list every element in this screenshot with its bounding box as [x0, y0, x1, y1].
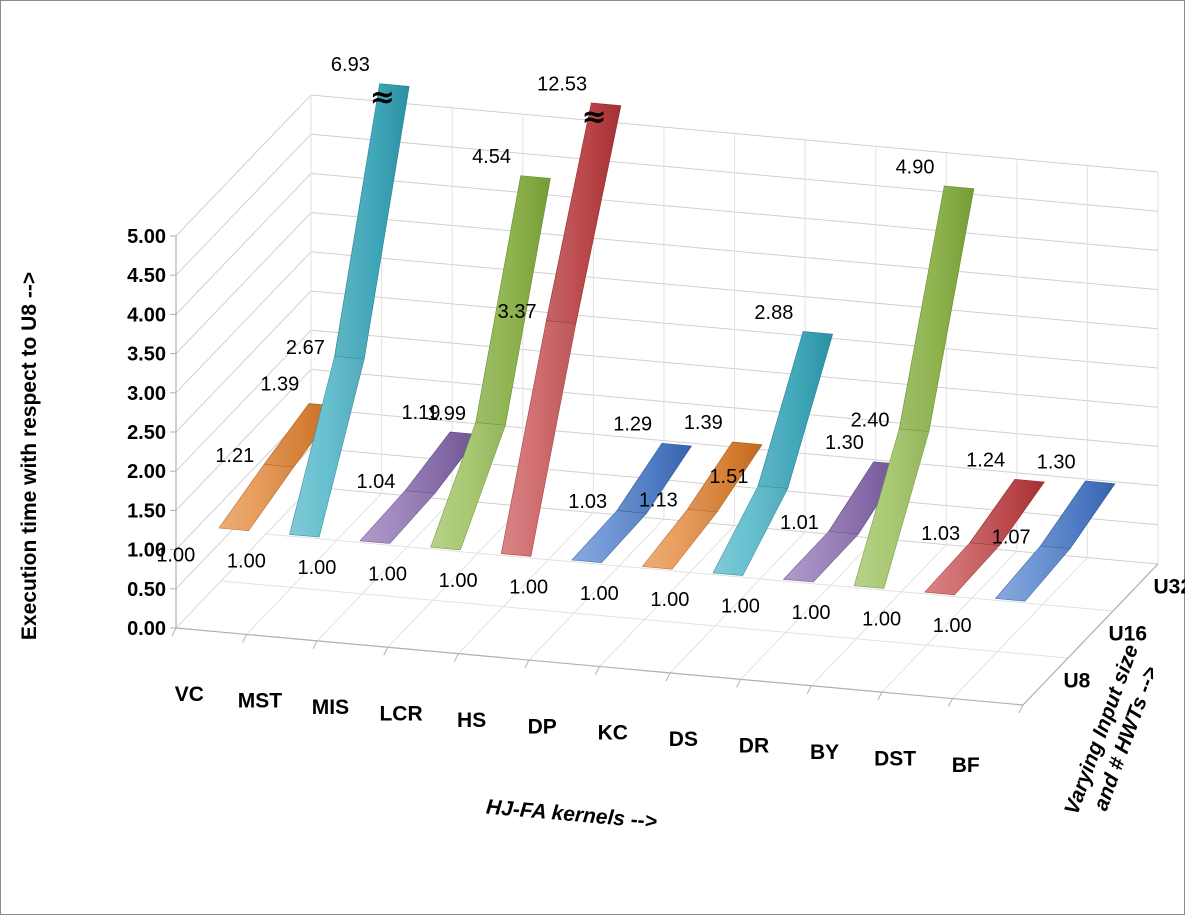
data-label: 1.51: [709, 466, 748, 488]
x-axis-title: HJ-FA kernels -->: [485, 796, 658, 834]
y-tick-label: 4.00: [127, 304, 166, 326]
data-label: 1.39: [260, 374, 299, 396]
data-label: 1.29: [613, 414, 652, 436]
bar-segment-shade: [899, 186, 974, 432]
y-tick-label: 2.50: [127, 422, 166, 444]
gridline: [600, 134, 735, 667]
y-tick-label: 0.00: [127, 618, 166, 640]
bar-segment-shade: [995, 546, 1070, 601]
x-tick-mark: [1019, 705, 1023, 713]
gridline: [176, 95, 1158, 236]
bar-segment-shade: [335, 84, 410, 359]
data-label: 1.30: [1037, 451, 1076, 473]
data-label: 2.67: [286, 337, 325, 359]
y-tick-label: 0.50: [127, 579, 166, 601]
data-label: 1.00: [509, 576, 548, 598]
x-category-label: BY: [810, 741, 839, 764]
x-tick-mark: [666, 673, 670, 681]
data-label: 1.00: [792, 602, 831, 624]
gridline: [176, 252, 1158, 393]
x-category-label: HS: [457, 709, 486, 732]
data-label: 2.40: [851, 409, 890, 431]
data-label: 1.00: [721, 596, 760, 618]
gridline: [176, 213, 1158, 354]
data-label: 6.93: [331, 54, 370, 76]
data-label: 1.21: [215, 445, 254, 467]
data-label: 1.00: [368, 564, 407, 586]
data-label: 1.03: [568, 491, 607, 513]
data-label: 1.99: [427, 403, 466, 425]
x-category-label: LCR: [379, 702, 422, 725]
data-label: 1.00: [862, 608, 901, 630]
x-category-label: DP: [528, 715, 557, 738]
bar-MST: [290, 84, 410, 537]
data-label: 2.88: [754, 302, 793, 324]
data-label: 1.00: [439, 570, 478, 592]
gridline: [176, 173, 1158, 314]
data-label: 1.04: [356, 471, 395, 493]
bar-segment-shade: [219, 465, 294, 531]
x-tick-mark: [596, 667, 600, 675]
data-label: 3.37: [498, 301, 537, 323]
bar-segment-shade: [925, 543, 1000, 595]
bar-segment-shade: [546, 103, 621, 324]
x-tick-mark: [737, 679, 741, 687]
x-category-label: DST: [874, 747, 916, 770]
x-category-label: MST: [238, 690, 283, 713]
data-label: 1.03: [921, 523, 960, 545]
data-label: 1.01: [780, 512, 819, 534]
y-tick-label: 1.50: [127, 500, 166, 522]
x-tick-mark: [313, 641, 317, 649]
x-category-label: KC: [598, 722, 628, 745]
axis-break-symbol: ≈: [370, 80, 395, 115]
depth-category-label: U32: [1154, 576, 1185, 599]
data-label: 4.90: [896, 156, 935, 178]
x-tick-mark: [948, 699, 952, 707]
axis-break-symbol: ≈: [582, 99, 607, 134]
data-label: 1.00: [650, 589, 689, 611]
data-label: 1.00: [933, 615, 972, 637]
x-tick-mark: [454, 654, 458, 662]
y-tick-label: 5.00: [127, 226, 166, 248]
x-category-label: MIS: [312, 696, 349, 719]
y-tick-label: 3.00: [127, 383, 166, 405]
y-tick-label: 2.00: [127, 461, 166, 483]
depth-category-label: U8: [1064, 670, 1091, 693]
x-tick-mark: [243, 634, 247, 642]
data-label: 1.24: [966, 450, 1005, 472]
data-label: 1.13: [639, 490, 678, 512]
bar-segment-shade: [360, 491, 435, 544]
x-tick-mark: [172, 628, 176, 636]
x-tick-mark: [384, 647, 388, 655]
gridline: [176, 134, 1158, 275]
y-tick-label: 3.50: [127, 344, 166, 366]
x-tick-mark: [807, 686, 811, 694]
gridline: [952, 166, 1087, 699]
data-label: 4.54: [472, 146, 511, 168]
y-tick-label: 4.50: [127, 265, 166, 287]
bar-segment-shade: [758, 332, 833, 489]
bar-segment-shade: [572, 511, 647, 563]
data-label: 1.00: [580, 583, 619, 605]
data-label: 12.53: [537, 73, 587, 95]
x-axis-categories: VC MST MIS LCR HS DP KC DS DR BY DST BF: [172, 628, 1023, 777]
depth-category-label: U16: [1109, 623, 1148, 646]
y-axis-title: Execution time with respect to U8 -->: [18, 272, 41, 640]
x-tick-mark: [525, 660, 529, 668]
x-tick-mark: [878, 692, 882, 700]
bar-segment-shade: [784, 532, 859, 583]
data-label: 1.00: [227, 551, 266, 573]
y-axis-ticks: 0.000.501.001.502.002.503.003.504.004.50…: [127, 226, 176, 640]
data-label: 1.07: [992, 526, 1031, 548]
x-category-label: DR: [739, 735, 769, 758]
data-label: 1.30: [825, 432, 864, 454]
data-label: 1.00: [297, 557, 336, 579]
data-label: 1.00: [156, 544, 195, 566]
data-label: 1.39: [684, 412, 723, 434]
x-category-label: BF: [952, 754, 980, 777]
x-category-label: VC: [175, 683, 204, 706]
x-category-label: DS: [669, 728, 698, 751]
